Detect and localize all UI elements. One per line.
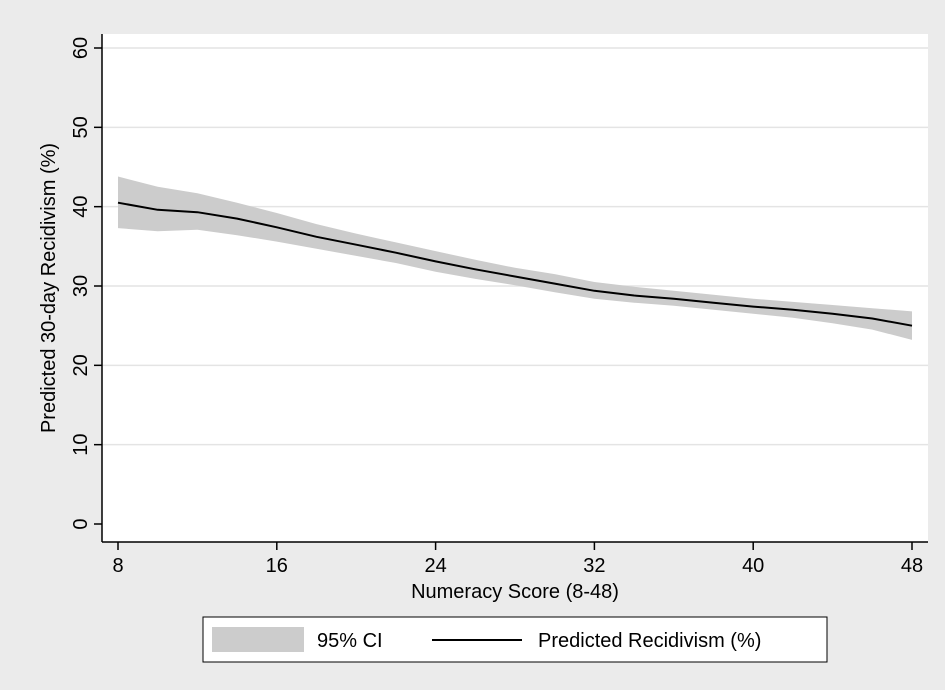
legend: 95% CI Predicted Recidivism (%) [202, 616, 828, 663]
x-tick-label-24: 24 [424, 555, 446, 577]
plot-area-background [102, 34, 928, 542]
series-predicted-recidivism-line [117, 201, 913, 327]
y-tick-label-30: 30 [70, 275, 92, 297]
x-tick-label-48: 48 [901, 555, 923, 577]
y-axis-title: Predicted 30-day Recidivism (%) [38, 143, 60, 433]
prediction-line-layer [117, 201, 913, 327]
axes [101, 34, 928, 543]
y-tick-label-50: 50 [70, 116, 92, 138]
legend-label-prediction: Predicted Recidivism (%) [538, 630, 761, 652]
y-tick-label-20: 20 [70, 354, 92, 376]
y-tick-label-0: 0 [70, 518, 92, 529]
x-tick-label-16: 16 [266, 555, 288, 577]
x-tick-label-32: 32 [583, 555, 605, 577]
y-axis-ticks: 0 10 20 30 40 50 60 [70, 37, 102, 530]
x-axis-title: Numeracy Score (8-48) [411, 581, 619, 603]
legend-swatch-ci-band [212, 627, 304, 652]
x-tick-label-40: 40 [742, 555, 764, 577]
x-axis-ticks: 8 16 24 32 40 48 [112, 542, 923, 577]
y-tick-label-40: 40 [70, 196, 92, 218]
confidence-band-layer [118, 176, 912, 340]
series-95ci-band [118, 176, 912, 340]
x-tick-label-8: 8 [112, 555, 123, 577]
legend-label-ci: 95% CI [317, 630, 383, 652]
y-tick-label-60: 60 [70, 37, 92, 59]
y-tick-label-10: 10 [70, 434, 92, 456]
